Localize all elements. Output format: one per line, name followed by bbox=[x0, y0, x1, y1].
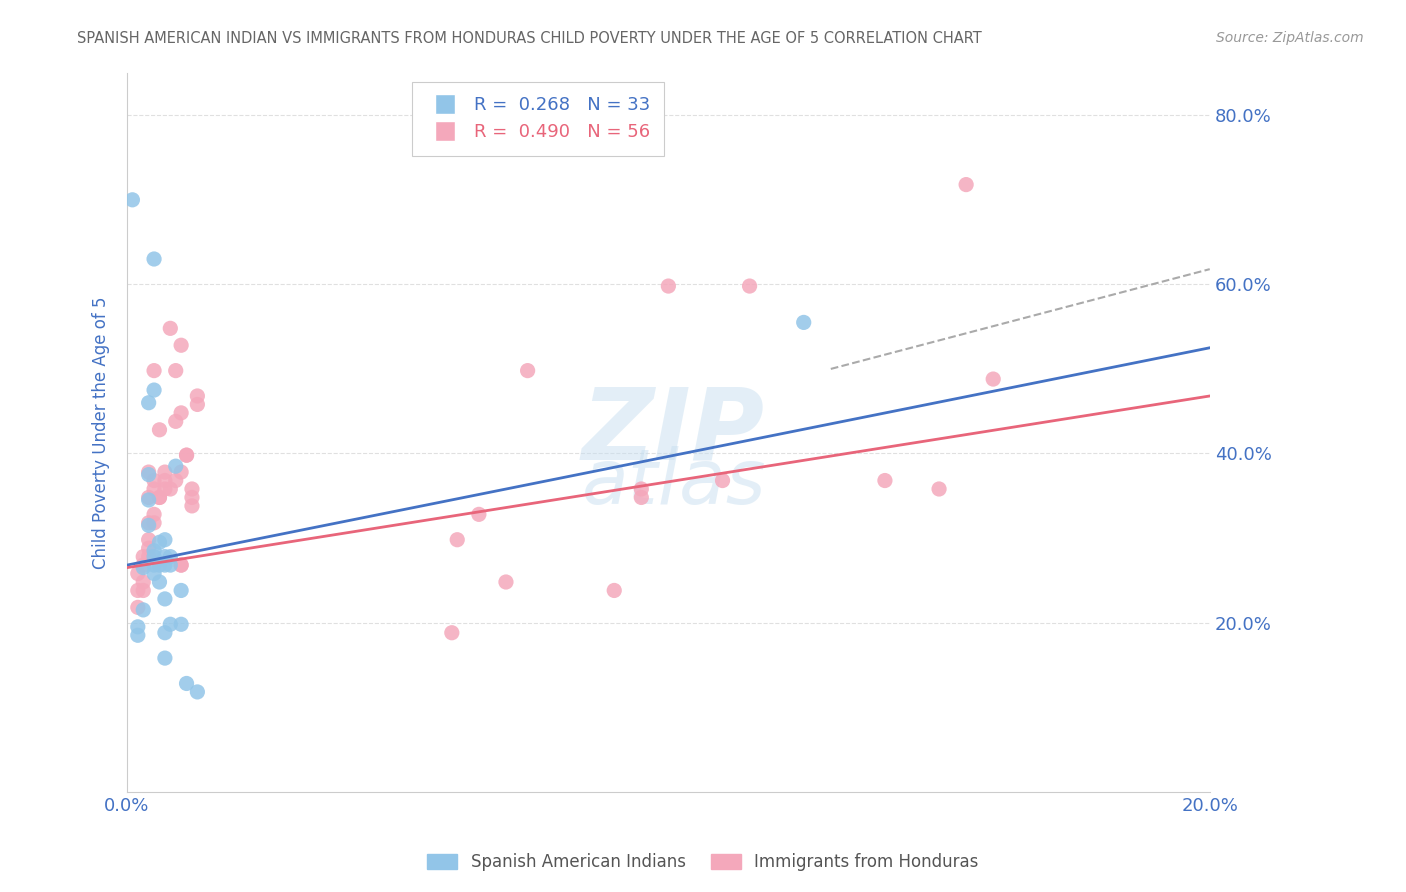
Point bbox=[127, 628, 149, 642]
Point bbox=[981, 372, 1004, 386]
Point bbox=[132, 560, 155, 574]
Point bbox=[148, 558, 170, 573]
Point bbox=[657, 279, 679, 293]
Point bbox=[170, 406, 193, 420]
Point bbox=[165, 363, 187, 377]
Point bbox=[153, 474, 176, 488]
Point bbox=[138, 518, 160, 533]
Point bbox=[138, 549, 160, 564]
Point bbox=[138, 541, 160, 556]
Point bbox=[170, 465, 193, 479]
Point bbox=[153, 549, 176, 564]
Point bbox=[176, 448, 198, 462]
Legend: R =  0.268   N = 33, R =  0.490   N = 56: R = 0.268 N = 33, R = 0.490 N = 56 bbox=[412, 82, 665, 156]
Point bbox=[127, 583, 149, 598]
Point bbox=[176, 448, 198, 462]
Point bbox=[603, 583, 626, 598]
Point bbox=[176, 676, 198, 690]
Point bbox=[153, 651, 176, 665]
Text: atlas: atlas bbox=[582, 446, 766, 520]
Point bbox=[138, 516, 160, 530]
Point bbox=[186, 389, 208, 403]
Point bbox=[186, 397, 208, 411]
Point bbox=[153, 533, 176, 547]
Point bbox=[159, 558, 181, 573]
Point bbox=[143, 474, 166, 488]
Point bbox=[928, 482, 950, 496]
Point bbox=[138, 533, 160, 547]
Point bbox=[181, 491, 204, 505]
Legend: Spanish American Indians, Immigrants from Honduras: Spanish American Indians, Immigrants fro… bbox=[419, 845, 987, 880]
Point bbox=[143, 516, 166, 530]
Point bbox=[143, 363, 166, 377]
Y-axis label: Child Poverty Under the Age of 5: Child Poverty Under the Age of 5 bbox=[93, 296, 110, 568]
Point bbox=[630, 482, 652, 496]
Point bbox=[711, 474, 734, 488]
Point bbox=[148, 574, 170, 589]
Point bbox=[440, 625, 463, 640]
Point bbox=[148, 535, 170, 549]
Point bbox=[165, 459, 187, 474]
Point bbox=[138, 491, 160, 505]
Point bbox=[127, 620, 149, 634]
Text: ZIP: ZIP bbox=[582, 384, 765, 481]
Point bbox=[143, 508, 166, 522]
Point bbox=[153, 625, 176, 640]
Point bbox=[170, 583, 193, 598]
Point bbox=[132, 574, 155, 589]
Point bbox=[468, 508, 491, 522]
Point bbox=[170, 617, 193, 632]
Point bbox=[148, 491, 170, 505]
Point bbox=[186, 685, 208, 699]
Point bbox=[127, 600, 149, 615]
Point bbox=[143, 383, 166, 397]
Point bbox=[143, 252, 166, 266]
Point bbox=[132, 603, 155, 617]
Point bbox=[153, 465, 176, 479]
Point bbox=[148, 423, 170, 437]
Point bbox=[138, 493, 160, 508]
Point bbox=[495, 574, 517, 589]
Point bbox=[138, 467, 160, 482]
Point bbox=[148, 491, 170, 505]
Point bbox=[955, 178, 977, 192]
Point bbox=[159, 321, 181, 335]
Point bbox=[143, 566, 166, 581]
Point bbox=[132, 558, 155, 573]
Text: SPANISH AMERICAN INDIAN VS IMMIGRANTS FROM HONDURAS CHILD POVERTY UNDER THE AGE : SPANISH AMERICAN INDIAN VS IMMIGRANTS FR… bbox=[77, 31, 981, 46]
Point bbox=[793, 315, 815, 329]
Text: Source: ZipAtlas.com: Source: ZipAtlas.com bbox=[1216, 31, 1364, 45]
Point bbox=[738, 279, 761, 293]
Point bbox=[159, 617, 181, 632]
Point bbox=[132, 583, 155, 598]
Point bbox=[165, 414, 187, 428]
Point bbox=[143, 482, 166, 496]
Point bbox=[153, 482, 176, 496]
Point bbox=[446, 533, 468, 547]
Point bbox=[153, 591, 176, 606]
Point bbox=[143, 558, 166, 573]
Point bbox=[170, 558, 193, 573]
Point bbox=[873, 474, 896, 488]
Point bbox=[127, 566, 149, 581]
Point bbox=[138, 465, 160, 479]
Point bbox=[132, 549, 155, 564]
Point bbox=[165, 474, 187, 488]
Point bbox=[159, 549, 181, 564]
Point bbox=[138, 396, 160, 410]
Point bbox=[181, 499, 204, 513]
Point bbox=[153, 558, 176, 573]
Point bbox=[143, 543, 166, 558]
Point bbox=[121, 193, 143, 207]
Point bbox=[143, 549, 166, 564]
Point bbox=[170, 558, 193, 573]
Point bbox=[630, 491, 652, 505]
Point bbox=[181, 482, 204, 496]
Point bbox=[516, 363, 538, 377]
Point bbox=[170, 338, 193, 352]
Point bbox=[159, 482, 181, 496]
